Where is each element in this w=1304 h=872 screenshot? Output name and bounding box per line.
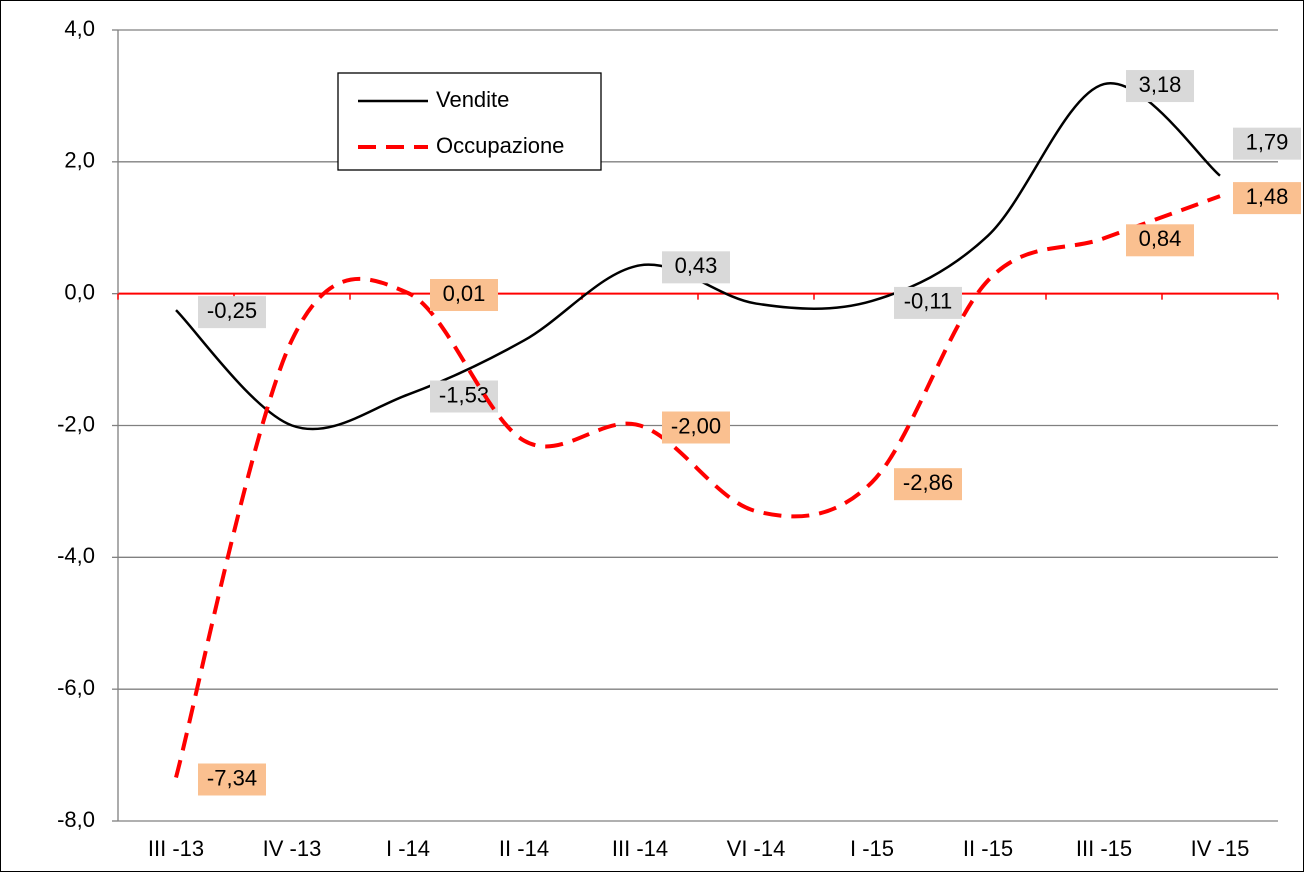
line-series [174, 194, 1221, 779]
data-label-box [198, 763, 266, 796]
y-tick-label: 4,0 [64, 16, 95, 41]
x-tick-label: III -13 [148, 836, 204, 861]
data-label: -0,11 [904, 289, 953, 314]
data-label: 3,18 [1139, 72, 1182, 97]
data-label-box [662, 411, 730, 444]
y-tick-label: -2,0 [57, 411, 95, 436]
data-label: -2,00 [671, 413, 721, 438]
y-tick-label: 0,0 [64, 279, 95, 304]
data-label: 0,84 [1139, 226, 1182, 251]
data-label-box [1126, 224, 1194, 257]
data-label-box [894, 286, 962, 319]
x-tick-label: II -14 [499, 836, 549, 861]
data-label-box [1126, 70, 1194, 103]
data-label: -1,53 [439, 382, 489, 407]
data-label-box [430, 279, 498, 312]
x-tick-label: III -14 [612, 836, 668, 861]
x-tick-label: VI -14 [727, 836, 786, 861]
data-label-box [662, 251, 730, 284]
data-label-box [894, 468, 962, 501]
data-label: -2,86 [903, 470, 953, 495]
x-tick-label: IV -13 [263, 836, 322, 861]
x-tick-label: III -15 [1076, 836, 1132, 861]
data-label-box [198, 296, 266, 329]
data-label-box [1233, 127, 1301, 160]
data-label: 1,79 [1246, 129, 1289, 154]
data-label-box [1233, 182, 1301, 215]
x-tick-label: I -14 [386, 836, 430, 861]
y-tick-label: -8,0 [57, 807, 95, 832]
x-tick-label: I -15 [850, 836, 894, 861]
data-label: 1,48 [1246, 184, 1289, 209]
data-label: 0,01 [443, 281, 486, 306]
data-label: -7,34 [207, 765, 257, 790]
legend-label: Occupazione [436, 133, 564, 158]
x-tick-label: II -15 [963, 836, 1013, 861]
legend-box [337, 72, 602, 171]
x-tick-label: IV -15 [1191, 836, 1250, 861]
y-tick-label: -4,0 [57, 543, 95, 568]
y-tick-label: 2,0 [64, 148, 95, 173]
legend-label: Vendite [436, 87, 509, 112]
data-label: -0,25 [207, 298, 257, 323]
y-tick-label: -6,0 [57, 675, 95, 700]
data-label: 0,43 [675, 253, 718, 278]
